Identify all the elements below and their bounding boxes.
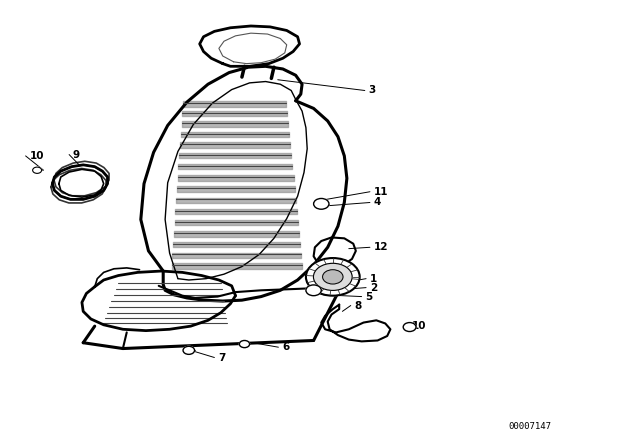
Text: 2: 2	[370, 283, 377, 293]
Circle shape	[33, 167, 42, 173]
Circle shape	[323, 270, 343, 284]
Circle shape	[403, 323, 416, 332]
Circle shape	[183, 346, 195, 354]
Text: 7: 7	[218, 353, 226, 362]
Text: 11: 11	[374, 187, 388, 197]
Text: 10: 10	[29, 151, 44, 161]
Text: 9: 9	[73, 150, 80, 159]
Circle shape	[306, 258, 360, 296]
Text: 1: 1	[370, 274, 377, 284]
Text: 5: 5	[365, 292, 372, 302]
Text: 4: 4	[374, 198, 381, 207]
Text: 3: 3	[369, 86, 376, 95]
Text: 6: 6	[282, 342, 289, 352]
Circle shape	[239, 340, 250, 348]
Circle shape	[306, 285, 321, 296]
Text: 10: 10	[412, 321, 427, 331]
Text: 8: 8	[355, 301, 362, 310]
Text: 00007147: 00007147	[509, 422, 552, 431]
Circle shape	[314, 198, 329, 209]
Circle shape	[314, 263, 352, 290]
Text: 12: 12	[374, 242, 388, 252]
